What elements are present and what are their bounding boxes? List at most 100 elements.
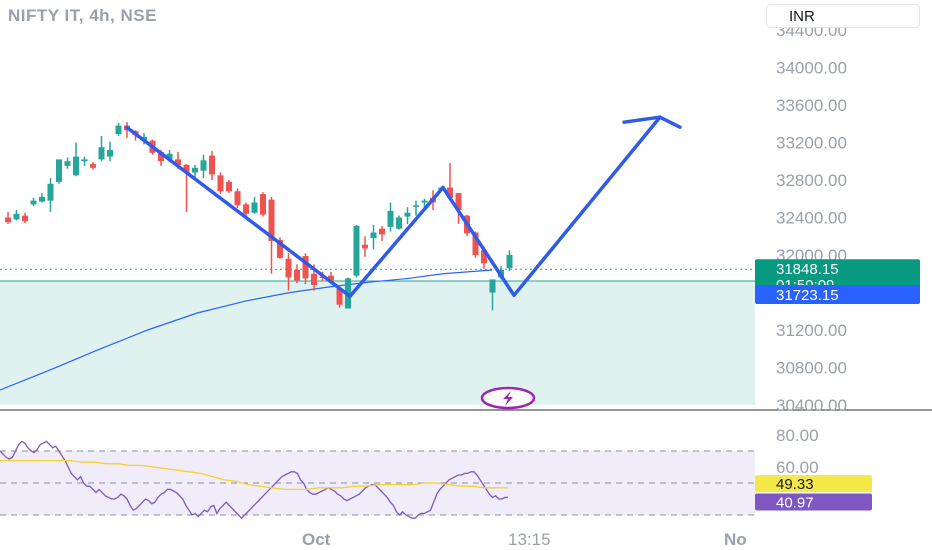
arrow-head [622, 115, 682, 129]
candle-body [175, 159, 181, 165]
candle [5, 211, 11, 225]
candle-body [251, 202, 258, 213]
candle [22, 212, 28, 224]
ma-price-value: 31723.15 [776, 287, 839, 304]
candle-body [5, 217, 11, 223]
lightning-badge [480, 386, 536, 410]
candle [192, 165, 198, 178]
time-axis-label: Oct [302, 530, 331, 549]
candle [47, 178, 54, 212]
time-axis-label: No [724, 530, 747, 549]
candle-body [39, 196, 45, 202]
time-axis-label: 13:15 [508, 530, 551, 549]
candle-body [98, 147, 105, 160]
price-axis-label: 32800.00 [776, 171, 847, 190]
candle-body [200, 160, 207, 171]
candle [13, 210, 20, 221]
candle-body [192, 167, 198, 173]
price-axis-label: 30800.00 [776, 359, 847, 378]
candle-body [285, 258, 292, 278]
candle-body [107, 150, 113, 157]
candle [413, 200, 419, 216]
price-axis-label: 34000.00 [776, 59, 847, 78]
support-zone [0, 280, 755, 405]
candle [243, 202, 249, 216]
candle-body [64, 161, 71, 166]
candle-body [13, 213, 20, 220]
candle-body [489, 279, 496, 293]
lightning-icon [503, 391, 513, 406]
candle [404, 207, 411, 225]
last-price-value: 31848.15 [776, 261, 839, 278]
candle-body [294, 270, 300, 281]
candle-body [56, 159, 62, 182]
candle-body [455, 193, 462, 210]
ma-price-tag: 31723.15 [755, 284, 920, 304]
candle-body [115, 125, 122, 135]
candle [81, 156, 88, 166]
candle [294, 264, 300, 284]
candle [30, 197, 37, 207]
candle-body [353, 225, 360, 276]
candle [260, 192, 266, 217]
rsi-ma-tag: 49.33 [755, 475, 872, 493]
candle [115, 122, 122, 136]
candle-body [370, 232, 377, 239]
candle [217, 172, 224, 195]
candle-body [302, 255, 309, 279]
candle [39, 193, 45, 203]
candle [353, 225, 360, 278]
candle-body [506, 255, 513, 269]
candle [387, 202, 394, 232]
price-axis-label: 31200.00 [776, 321, 847, 340]
candle-body [328, 275, 334, 281]
candle-body [217, 175, 224, 192]
candle-body [447, 187, 453, 198]
rsi-ma-tag-bg [755, 475, 872, 493]
rsi-tag: 40.97 [755, 493, 872, 511]
candle-body [209, 155, 215, 175]
candle-body [226, 181, 232, 192]
rsi-ma-line [0, 459, 508, 491]
candle-body [183, 165, 190, 173]
candle-body [73, 156, 79, 176]
candle [379, 225, 385, 241]
candle-body [90, 164, 96, 168]
price-axis-label: 30400.00 [776, 396, 847, 415]
price-axis-label: 32400.00 [776, 209, 847, 228]
price-axis-label: 33200.00 [776, 134, 847, 153]
candle [226, 180, 232, 194]
pattern-drawing-line [125, 115, 662, 298]
candle [362, 236, 368, 257]
rsi-ma-value: 49.33 [776, 476, 814, 493]
candle-body [396, 217, 402, 229]
candle-body [472, 232, 479, 255]
candle [209, 150, 215, 180]
candle-body [336, 288, 343, 305]
candle-body [362, 244, 368, 249]
candle [370, 225, 377, 250]
candle [489, 279, 496, 311]
rsi-axis-label: 80.00 [776, 426, 819, 445]
candle-body [81, 159, 88, 162]
candle [302, 253, 309, 285]
candle-body [30, 200, 37, 205]
candle [64, 157, 71, 169]
candle [90, 162, 96, 170]
candle-body [387, 210, 394, 227]
rsi-axis-label: 60.00 [776, 458, 819, 477]
candle-body [268, 199, 275, 241]
candle-body [260, 194, 266, 215]
candle [98, 135, 105, 162]
chart-title: NIFTY IT, 4h, NSE [8, 6, 157, 25]
candle-body [421, 200, 428, 203]
candle-body [47, 183, 54, 201]
candle [251, 196, 258, 214]
candle-body [158, 151, 164, 162]
rsi-line [0, 440, 508, 520]
moving-average-line [0, 269, 493, 391]
rsi-tag-bg [755, 493, 872, 511]
candle-body [481, 250, 487, 264]
currency-selector[interactable]: INR [766, 4, 920, 28]
